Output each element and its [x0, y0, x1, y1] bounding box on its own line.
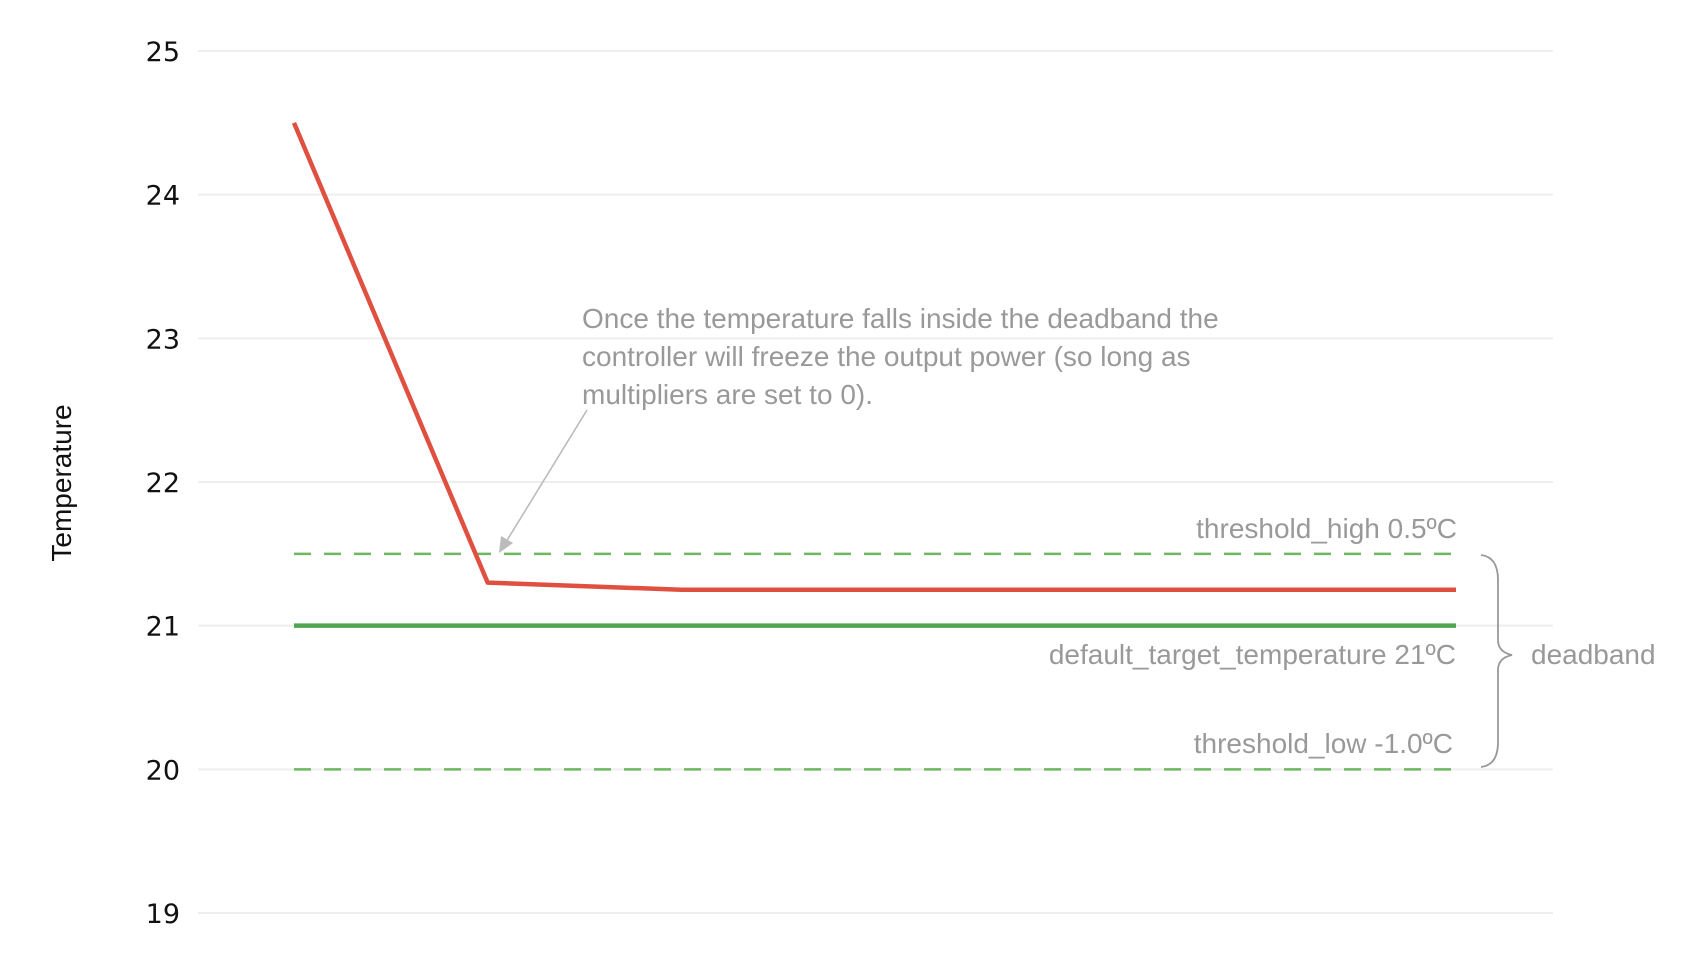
y-tick-22: 22 — [146, 468, 180, 499]
threshold-high-label: threshold_high 0.5ºC — [1196, 513, 1457, 544]
y-tick-20: 20 — [146, 755, 180, 786]
y-tick-21: 21 — [146, 612, 180, 643]
annotation-line-2: controller will freeze the output power … — [582, 341, 1191, 372]
y-tick-24: 24 — [146, 181, 180, 212]
y-tick-23: 23 — [146, 324, 180, 355]
deadband-brace — [1480, 554, 1513, 768]
y-tick-labels: 19 20 21 22 23 24 25 — [146, 37, 180, 930]
gridlines — [198, 50, 1553, 914]
y-tick-19: 19 — [146, 899, 180, 930]
y-axis-label: Temperature — [46, 404, 77, 561]
threshold-low-label: threshold_low -1.0ºC — [1194, 728, 1453, 759]
y-tick-25: 25 — [146, 37, 180, 68]
annotation-line-3: multipliers are set to 0). — [582, 379, 873, 410]
annotation-line-1: Once the temperature falls inside the de… — [582, 303, 1219, 334]
series-temperature — [291, 121, 1456, 592]
series-lines — [291, 121, 1456, 771]
deadband-label: deadband — [1531, 639, 1656, 670]
annotation-arrow — [499, 409, 588, 553]
target-label: default_target_temperature 21ºC — [1049, 639, 1456, 670]
